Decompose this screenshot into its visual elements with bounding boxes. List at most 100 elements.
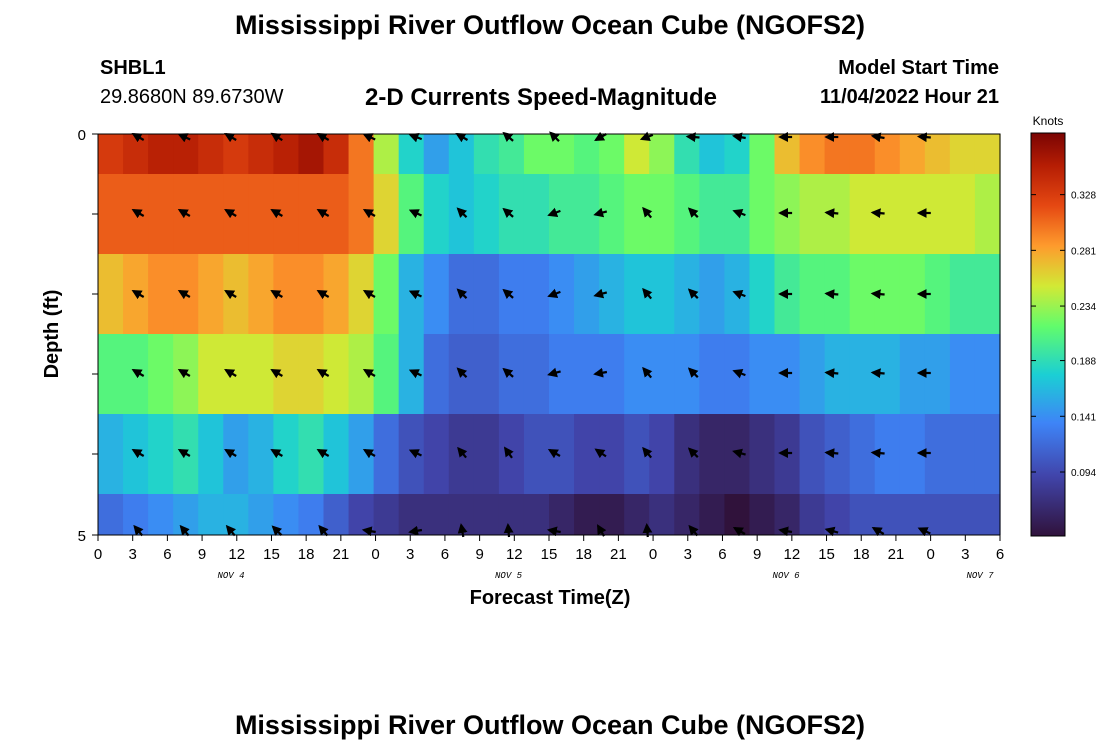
- heatmap-cell: [223, 494, 249, 535]
- current-arrow: [225, 524, 236, 537]
- heatmap-cell: [223, 254, 249, 334]
- x-tick-label: 3: [684, 546, 692, 563]
- heatmap-cell: [874, 134, 901, 174]
- current-arrow: [177, 290, 191, 300]
- heatmap-cell: [974, 134, 1001, 174]
- heatmap-cell: [699, 334, 725, 414]
- current-arrow: [732, 527, 746, 537]
- heatmap-cell: [423, 414, 450, 494]
- heatmap-cell: [473, 134, 500, 174]
- current-arrow: [131, 290, 145, 300]
- station-id: SHBL1: [100, 57, 166, 79]
- heatmap-cell: [373, 334, 400, 414]
- heatmap-cells: [98, 134, 1001, 535]
- heatmap-cell: [373, 134, 400, 174]
- heatmap-cell: [849, 174, 876, 254]
- heatmap-cell: [123, 334, 149, 414]
- x-tick-label: 18: [853, 546, 870, 563]
- current-arrow: [547, 449, 561, 459]
- heatmap-cell: [148, 494, 174, 535]
- current-arrow: [362, 133, 376, 143]
- current-arrow: [270, 290, 283, 300]
- date-label: NOV 4: [217, 571, 244, 581]
- x-tick-label: 15: [541, 546, 558, 563]
- heatmap-cell: [173, 134, 199, 174]
- current-arrow: [870, 448, 885, 459]
- heatmap-cell: [223, 174, 249, 254]
- colorbar-tick-label: 0.281: [1071, 246, 1096, 257]
- heatmap-cell: [974, 174, 1001, 254]
- heatmap-cell: [523, 134, 550, 174]
- current-arrow: [179, 524, 190, 537]
- x-tick-label: 3: [961, 546, 969, 563]
- heatmap-cell: [949, 494, 976, 535]
- x-tick-label: 9: [475, 546, 483, 563]
- heatmap-cell: [248, 134, 274, 174]
- heatmap-cell: [248, 334, 274, 414]
- heatmap-cell: [523, 414, 550, 494]
- x-tick-label: 15: [818, 546, 835, 563]
- heatmap-cell: [298, 254, 325, 334]
- current-arrow: [824, 448, 839, 459]
- heatmap-cell: [173, 494, 199, 535]
- heatmap-cell: [849, 494, 876, 535]
- heatmap-cell: [674, 134, 700, 174]
- x-tick-label: 18: [298, 546, 315, 563]
- heatmap-cell: [599, 174, 625, 254]
- x-tick-label: 9: [753, 546, 761, 563]
- heatmap-cell: [223, 334, 249, 414]
- current-arrow: [316, 290, 330, 300]
- x-tick-label: 6: [718, 546, 726, 563]
- heatmap-cell: [949, 174, 976, 254]
- colorbar-tick-label: 0.234: [1071, 302, 1096, 313]
- current-arrow: [408, 133, 423, 143]
- date-label: NOV 7: [966, 571, 994, 581]
- current-arrow: [642, 446, 653, 459]
- current-arrow: [457, 446, 468, 459]
- heatmap-cell: [774, 494, 801, 535]
- current-arrow: [594, 131, 607, 141]
- colorbar-tick-label: 0.188: [1071, 357, 1096, 368]
- heatmap-cell: [248, 254, 274, 334]
- current-arrow: [133, 524, 144, 537]
- heatmap-cell: [699, 134, 725, 174]
- colorbar-gradient: [1030, 132, 1066, 537]
- current-arrow: [224, 133, 237, 143]
- heatmap-cell: [749, 414, 776, 494]
- heatmap-cell: [423, 174, 450, 254]
- heatmap-cell: [498, 254, 525, 334]
- heatmap-cell: [799, 134, 826, 174]
- heatmap-cell: [298, 334, 325, 414]
- current-arrow: [502, 288, 514, 299]
- current-arrow: [642, 366, 653, 379]
- current-arrow: [732, 369, 746, 379]
- current-arrow: [778, 526, 793, 537]
- current-arrow: [455, 133, 469, 143]
- heatmap-cell: [473, 254, 500, 334]
- x-tick-label: 0: [649, 546, 657, 563]
- heatmap-cell: [248, 174, 274, 254]
- heatmap-cell: [749, 334, 776, 414]
- heatmap-cell: [273, 494, 300, 535]
- current-arrow: [270, 209, 283, 219]
- heatmap-cell: [148, 334, 174, 414]
- heatmap-cell: [574, 414, 600, 494]
- current-arrow: [456, 367, 468, 378]
- current-arrow: [917, 527, 931, 537]
- heatmap-cell: [448, 334, 475, 414]
- heatmap-cell: [824, 134, 851, 174]
- heatmap-cell: [373, 414, 400, 494]
- heatmap-cell: [799, 334, 826, 414]
- heatmap-cell: [498, 174, 525, 254]
- heatmap-cell: [649, 254, 675, 334]
- heatmap-cell: [323, 334, 350, 414]
- heatmap-cell: [273, 134, 300, 174]
- chart-subtitle: 2-D Currents Speed-Magnitude: [365, 84, 718, 111]
- y-tick-label: 5: [78, 528, 86, 545]
- x-tick-label: 15: [263, 546, 280, 563]
- heatmap-cell: [849, 254, 876, 334]
- heatmap-cell: [924, 134, 951, 174]
- current-arrow: [916, 132, 931, 143]
- current-arrow: [824, 208, 839, 219]
- heatmap-cell: [949, 254, 976, 334]
